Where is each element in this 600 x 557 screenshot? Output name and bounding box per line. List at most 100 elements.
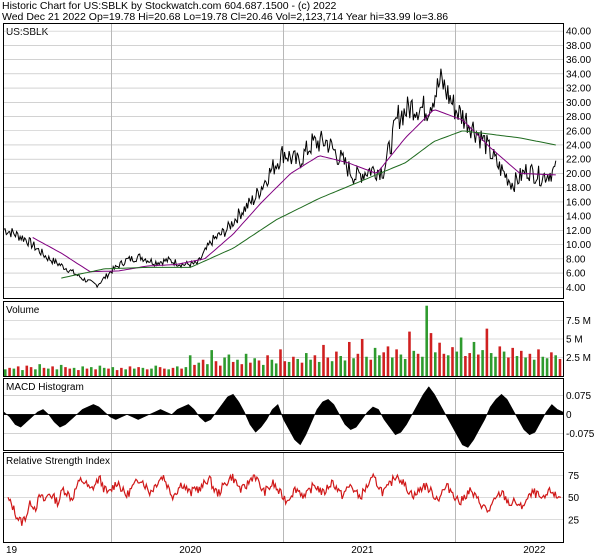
volume-bar	[532, 359, 536, 376]
volume-bar	[98, 365, 102, 376]
price-tick-label: 18.00	[566, 183, 591, 194]
volume-bar	[137, 367, 140, 376]
volume-bar	[365, 356, 368, 376]
volume-bar	[133, 368, 136, 376]
volume-bar	[343, 360, 347, 376]
volume-bar	[524, 357, 527, 376]
volume-bar	[412, 350, 416, 376]
volume-bar	[42, 367, 46, 376]
volume-bar	[253, 358, 256, 376]
volume-bar	[150, 368, 153, 376]
volume-bar	[386, 346, 390, 376]
volume-bar	[305, 353, 308, 376]
volume-bar	[4, 369, 7, 376]
volume-bar	[399, 354, 403, 376]
volume-bar	[219, 365, 222, 376]
chart-header-line1: Historic Chart for US:SBLK by Stockwatch…	[2, 0, 337, 12]
volume-bar	[51, 366, 54, 376]
volume-bar	[416, 353, 420, 376]
volume-bar	[528, 353, 532, 376]
volume-bar	[395, 349, 398, 376]
volume-tick-label: 2.5 M	[566, 353, 591, 364]
volume-bar	[502, 351, 506, 376]
volume-bar	[257, 360, 261, 376]
volume-bar	[421, 356, 424, 376]
rsi-tick-label: 75	[568, 471, 580, 482]
volume-bar	[193, 364, 196, 376]
volume-bar	[59, 364, 63, 376]
price-tick-label: 38.00	[566, 41, 591, 52]
volume-bar	[279, 349, 282, 376]
volume-bar	[489, 353, 493, 376]
volume-bar	[481, 350, 484, 376]
volume-bar	[498, 346, 502, 376]
volume-bar	[188, 355, 192, 376]
price-tick-label: 12.00	[566, 226, 591, 237]
price-tick-label: 30.00	[566, 98, 591, 109]
volume-bar	[227, 354, 231, 376]
volume-bar	[128, 366, 132, 376]
price-tick-label: 26.00	[566, 126, 591, 137]
volume-bar	[313, 355, 317, 376]
chart-header-line2: Wed Dec 21 2022 Op=19.78 Hi=20.68 Lo=19.…	[2, 11, 449, 23]
volume-bar	[115, 370, 119, 376]
volume-bar	[171, 367, 175, 376]
volume-bar	[287, 361, 291, 376]
volume-bar	[369, 359, 373, 376]
volume-bar	[446, 355, 450, 376]
volume-bar	[550, 352, 553, 376]
price-tick-label: 22.00	[566, 155, 591, 166]
volume-bar	[94, 369, 97, 376]
volume-bar	[184, 367, 188, 376]
x-axis-year-label: 2020	[179, 545, 202, 556]
price-tick-label: 32.00	[566, 84, 591, 95]
volume-bar	[214, 361, 218, 376]
macd-tick-label: 0	[566, 410, 572, 421]
rsi-line	[7, 472, 562, 526]
volume-bar	[231, 361, 235, 376]
price-tick-label: 36.00	[566, 55, 591, 66]
volume-bar	[102, 367, 106, 376]
volume-bar	[154, 365, 158, 376]
macd-histogram-area	[3, 386, 564, 448]
volume-bar	[515, 356, 519, 376]
x-axis-year-label: 2021	[351, 545, 374, 556]
volume-bar	[352, 358, 355, 376]
volume-bar	[270, 359, 274, 376]
volume-bar	[309, 359, 312, 376]
volume-bar	[176, 366, 179, 376]
volume-bar	[472, 341, 476, 376]
volume-bar	[81, 366, 84, 376]
volume-bar	[330, 361, 334, 376]
macd-tick-label: 0.075	[566, 391, 591, 402]
volume-bar	[47, 368, 50, 376]
volume-bar	[141, 367, 145, 376]
volume-bar	[236, 359, 239, 376]
volume-bar	[180, 368, 183, 376]
volume-bar	[335, 351, 338, 376]
rsi-panel-title: Relative Strength Index	[6, 456, 110, 467]
volume-bar	[438, 342, 441, 376]
volume-bar	[429, 333, 433, 376]
volume-bar	[158, 367, 162, 376]
volume-bar	[541, 356, 545, 376]
price-tick-label: 16.00	[566, 197, 591, 208]
volume-bar	[459, 337, 463, 376]
volume-bar	[240, 364, 244, 376]
volume-bar	[339, 356, 342, 376]
volume-bar	[283, 361, 287, 376]
volume-bar	[360, 339, 364, 376]
volume-bar	[72, 367, 76, 376]
volume-bar	[145, 369, 149, 376]
macd-tick-label: -0.075	[566, 429, 595, 440]
volume-bar	[451, 347, 454, 376]
volume-bar	[558, 358, 562, 376]
volume-bar	[494, 356, 497, 376]
volume-bar	[244, 353, 248, 376]
price-series-line	[3, 68, 557, 289]
price-tick-label: 4.00	[566, 283, 586, 294]
price-tick-label: 6.00	[566, 269, 586, 280]
volume-bar	[8, 367, 11, 376]
volume-bar	[296, 358, 299, 376]
volume-bar	[507, 357, 510, 376]
